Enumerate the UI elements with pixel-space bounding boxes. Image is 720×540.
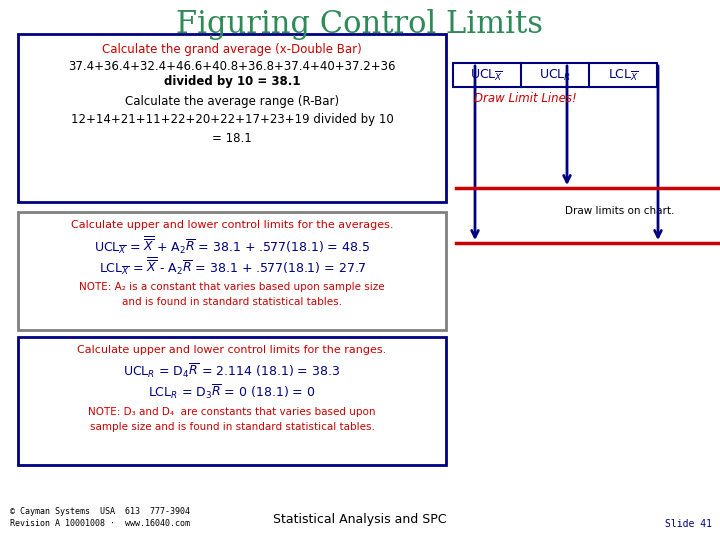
Text: Calculate upper and lower control limits for the ranges.: Calculate upper and lower control limits… [77,345,387,355]
Text: LCL$_{R}$ = D$_{3}$$\overline{R}$ = 0 (18.1) = 0: LCL$_{R}$ = D$_{3}$$\overline{R}$ = 0 (1… [148,383,316,401]
Text: = 18.1: = 18.1 [212,132,252,145]
Text: UCL$_{R}$: UCL$_{R}$ [539,68,571,83]
Text: UCL$_{\overline{X}}$: UCL$_{\overline{X}}$ [470,67,503,83]
Text: divided by 10 = 38.1: divided by 10 = 38.1 [163,76,300,89]
Text: Calculate the average range (R-Bar): Calculate the average range (R-Bar) [125,96,339,109]
Text: and is found in standard statistical tables.: and is found in standard statistical tab… [122,297,342,307]
Text: 12+14+21+11+22+20+22+17+23+19 divided by 10: 12+14+21+11+22+20+22+17+23+19 divided by… [71,113,393,126]
Text: UCL$_{R}$ = D$_{4}$$\overline{R}$ = 2.114 (18.1) = 38.3: UCL$_{R}$ = D$_{4}$$\overline{R}$ = 2.11… [123,362,341,380]
Text: sample size and is found in standard statistical tables.: sample size and is found in standard sta… [89,422,374,432]
Text: LCL$_{\overline{X}}$ = $\overline{\overline{X}}$ - A$_{2}$$\overline{R}$ = 38.1 : LCL$_{\overline{X}}$ = $\overline{\overl… [99,256,366,278]
Text: Statistical Analysis and SPC: Statistical Analysis and SPC [274,514,446,526]
FancyBboxPatch shape [453,63,657,87]
Text: Calculate upper and lower control limits for the averages.: Calculate upper and lower control limits… [71,220,393,230]
Text: Calculate the grand average (x-Double Bar): Calculate the grand average (x-Double Ba… [102,44,362,57]
Text: NOTE: A₂ is a constant that varies based upon sample size: NOTE: A₂ is a constant that varies based… [79,282,384,292]
Text: Draw Limit Lines!: Draw Limit Lines! [474,92,577,105]
FancyBboxPatch shape [18,212,446,330]
FancyBboxPatch shape [18,337,446,465]
Text: Figuring Control Limits: Figuring Control Limits [176,9,544,39]
Text: © Cayman Systems  USA  613  777-3904: © Cayman Systems USA 613 777-3904 [10,508,190,516]
Text: NOTE: D₃ and D₄  are constants that varies based upon: NOTE: D₃ and D₄ are constants that varie… [89,407,376,417]
Text: Slide 41: Slide 41 [665,519,712,529]
FancyBboxPatch shape [18,34,446,202]
Text: 37.4+36.4+32.4+46.6+40.8+36.8+37.4+40+37.2+36: 37.4+36.4+32.4+46.6+40.8+36.8+37.4+40+37… [68,59,396,72]
Text: Revision A 10001008 ·  www.16040.com: Revision A 10001008 · www.16040.com [10,519,190,529]
Text: Draw limits on chart.: Draw limits on chart. [565,206,675,215]
Text: UCL$_{\overline{X}}$ = $\overline{\overline{X}}$ + A$_{2}$$\overline{R}$ = 38.1 : UCL$_{\overline{X}}$ = $\overline{\overl… [94,235,370,257]
Text: LCL$_{\overline{X}}$: LCL$_{\overline{X}}$ [608,67,639,83]
